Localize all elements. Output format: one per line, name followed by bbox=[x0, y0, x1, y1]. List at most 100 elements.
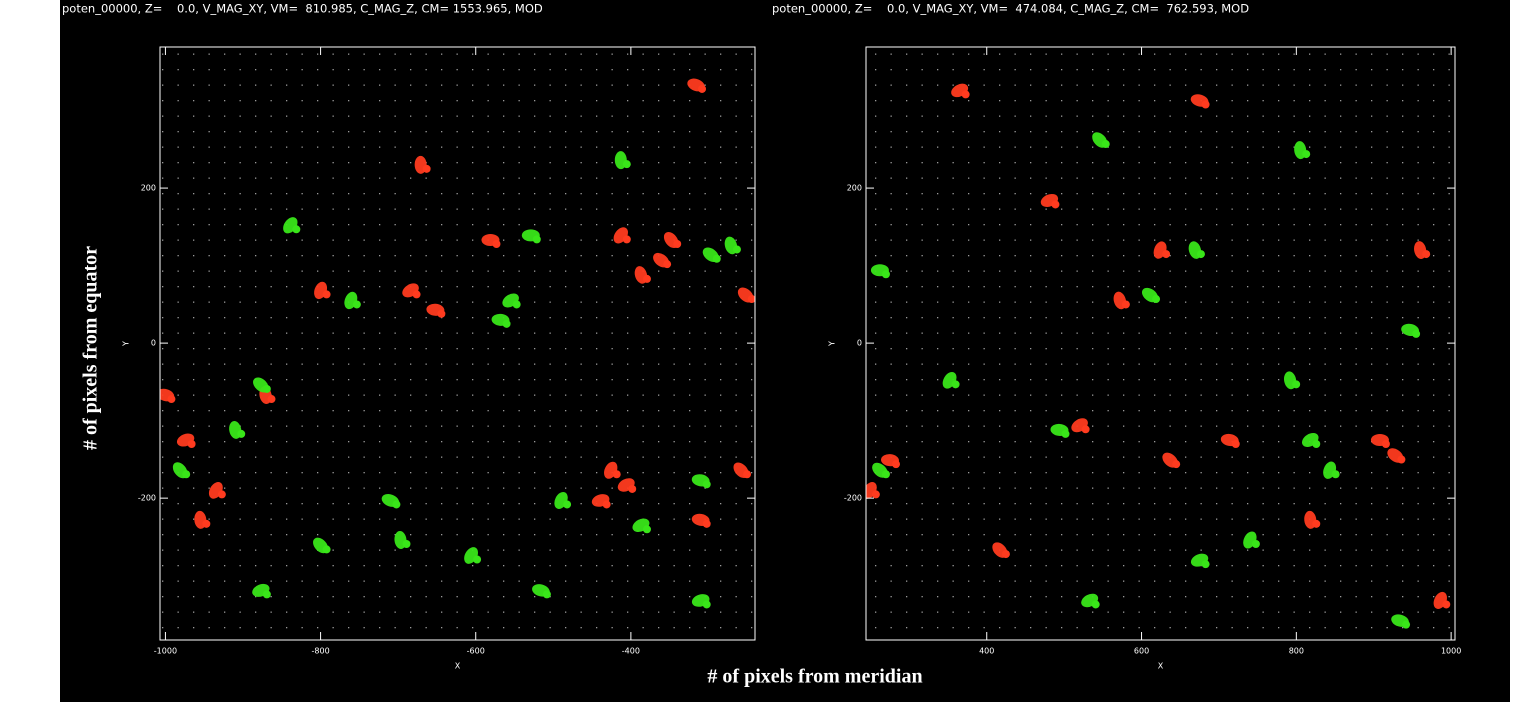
x-axis-label: X bbox=[1158, 662, 1164, 671]
figure-y-label: # of pixels from equator bbox=[80, 246, 102, 450]
y-axis-label: Y bbox=[828, 341, 837, 347]
blob-part bbox=[613, 470, 621, 478]
x-tick-label: -800 bbox=[312, 647, 330, 656]
x-tick-label: -400 bbox=[622, 647, 640, 656]
blob-part bbox=[323, 545, 331, 553]
figure: # of pixels from equator # of pixels fro… bbox=[0, 0, 1522, 702]
blob-part bbox=[323, 290, 331, 298]
blob-part bbox=[437, 310, 445, 318]
blob-part bbox=[218, 490, 226, 498]
blob-part bbox=[952, 380, 960, 388]
blob-part bbox=[743, 470, 751, 478]
chart-title: poten_00000, Z= 0.0, V_MAG_XY, VM= 810.9… bbox=[62, 2, 543, 16]
blob-part bbox=[1332, 470, 1340, 478]
blob-part bbox=[188, 440, 196, 448]
blob-part bbox=[1252, 540, 1260, 548]
blob-part bbox=[1312, 440, 1320, 448]
blob-part bbox=[698, 85, 706, 93]
blob-part bbox=[1202, 560, 1210, 568]
blob-part bbox=[673, 240, 681, 248]
blob-part bbox=[1197, 250, 1205, 258]
blob-part bbox=[503, 320, 511, 328]
blob-part bbox=[292, 225, 300, 233]
blob-part bbox=[513, 300, 521, 308]
x-tick-label: 800 bbox=[1289, 647, 1304, 656]
blob-part bbox=[402, 540, 410, 548]
dot-grid bbox=[160, 47, 755, 640]
blob-part bbox=[1092, 600, 1100, 608]
blob-part bbox=[1202, 100, 1210, 108]
blob-part bbox=[263, 385, 271, 393]
blob-part bbox=[643, 525, 651, 533]
blob-part bbox=[1292, 380, 1300, 388]
blob-part bbox=[167, 395, 175, 403]
blob-part bbox=[1162, 250, 1170, 258]
y-tick-label: 0 bbox=[151, 339, 156, 348]
blob-part bbox=[237, 430, 245, 438]
y-tick-label: -200 bbox=[844, 494, 862, 503]
blob-part bbox=[713, 255, 721, 263]
blob-part bbox=[1382, 440, 1390, 448]
blob-part bbox=[1442, 600, 1450, 608]
blob-part bbox=[623, 235, 631, 243]
blob-part bbox=[1312, 520, 1320, 528]
blob-part bbox=[1051, 200, 1059, 208]
blob-part bbox=[543, 590, 551, 598]
blob-part bbox=[962, 90, 970, 98]
blob-part bbox=[413, 290, 421, 298]
blob-part bbox=[353, 300, 361, 308]
blob-part bbox=[733, 245, 741, 253]
blob-part bbox=[263, 590, 271, 598]
blob-part bbox=[1422, 250, 1430, 258]
y-tick-label: 0 bbox=[857, 339, 862, 348]
blob-part bbox=[563, 500, 571, 508]
blob-part bbox=[473, 556, 481, 564]
x-tick-label: 1000 bbox=[1441, 647, 1461, 656]
x-tick-label: -1000 bbox=[154, 647, 177, 656]
blob-part bbox=[872, 490, 880, 498]
blob-part bbox=[1002, 550, 1010, 558]
blob-part bbox=[1061, 430, 1069, 438]
blob-part bbox=[643, 275, 651, 283]
blob-part bbox=[423, 165, 431, 173]
dot-grid bbox=[866, 47, 1455, 640]
x-axis-label: X bbox=[455, 662, 461, 671]
blob-part bbox=[1152, 295, 1160, 303]
blob-part bbox=[623, 160, 631, 168]
blob-part bbox=[1172, 460, 1180, 468]
blob-part bbox=[892, 460, 900, 468]
x-tick-label: 400 bbox=[979, 647, 994, 656]
blob-part bbox=[533, 235, 541, 243]
blob-part bbox=[628, 485, 636, 493]
blob-part bbox=[703, 520, 711, 528]
blob-part bbox=[1402, 621, 1410, 629]
x-tick-label: -600 bbox=[467, 647, 485, 656]
chart-title: poten_00000, Z= 0.0, V_MAG_XY, VM= 474.0… bbox=[772, 2, 1249, 16]
blob-part bbox=[182, 470, 190, 478]
blob-part bbox=[1102, 140, 1110, 148]
blob-part bbox=[392, 500, 400, 508]
blob-part bbox=[1232, 440, 1240, 448]
blob-part bbox=[268, 395, 276, 403]
blob-part bbox=[1397, 456, 1405, 464]
blob-part bbox=[748, 295, 756, 303]
y-tick-label: 200 bbox=[847, 184, 862, 193]
y-tick-label: -200 bbox=[138, 494, 156, 503]
blob-part bbox=[882, 270, 890, 278]
blob-part bbox=[1302, 150, 1310, 158]
blob-part bbox=[603, 500, 611, 508]
x-tick-label: 600 bbox=[1134, 647, 1149, 656]
blob-part bbox=[1122, 300, 1130, 308]
blob-part bbox=[663, 260, 671, 268]
figure-x-label: # of pixels from meridian bbox=[707, 666, 922, 688]
blob-part bbox=[703, 480, 711, 488]
blob-part bbox=[1082, 425, 1090, 433]
blob-part bbox=[882, 470, 890, 478]
blob-part bbox=[202, 520, 210, 528]
blob-part bbox=[703, 600, 711, 608]
blob-part bbox=[492, 240, 500, 248]
page: {"figure_labels": {"ylabel": "# of pixel… bbox=[0, 0, 1522, 702]
blob-part bbox=[1412, 330, 1420, 338]
y-axis-label: Y bbox=[122, 341, 131, 347]
y-tick-label: 200 bbox=[141, 184, 156, 193]
